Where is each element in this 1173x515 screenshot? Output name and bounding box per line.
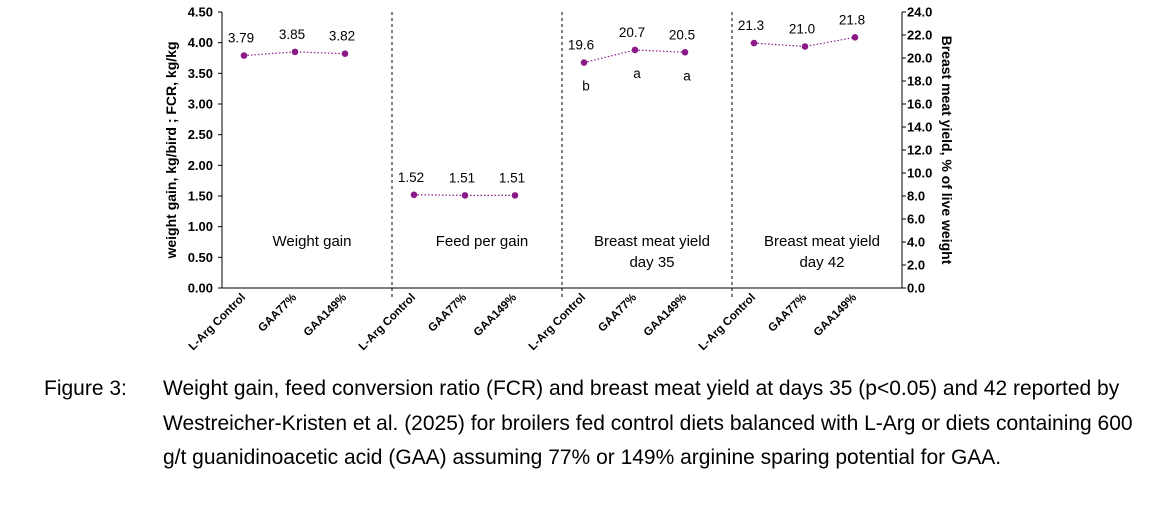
data-point (341, 50, 349, 58)
y-axis-right-title: Breast meat yield, % of live weight (939, 36, 955, 265)
y-left-tick-label: 3.50 (188, 66, 213, 81)
data-label: 21.8 (839, 12, 865, 27)
category-label: L-Arg Control (697, 292, 758, 353)
caption-label: Figure 3: (44, 377, 127, 400)
y-right-tick-label: 10.0 (907, 166, 932, 181)
category-label: L-Arg Control (187, 292, 248, 353)
y-right-tick-label: 16.0 (907, 97, 932, 112)
y-right-tick-label: 0.0 (907, 281, 925, 296)
y-left-tick-label: 3.00 (188, 97, 213, 112)
y-left-tick-label: 4.50 (188, 5, 213, 20)
data-point (580, 59, 588, 66)
y-left-tick-label: 1.00 (188, 219, 213, 234)
data-label: 21.3 (738, 18, 764, 33)
y-left-tick-label: 0.50 (188, 250, 213, 265)
data-label: 21.0 (789, 22, 815, 37)
y-left-tick-label: 2.00 (188, 158, 213, 173)
panel-title: Breast meat yield (594, 233, 710, 250)
significance-letter: b (582, 79, 590, 94)
data-label: 3.85 (279, 27, 305, 42)
series-line (413, 194, 515, 196)
data-point (681, 48, 689, 56)
category-label: GAA149% (812, 292, 859, 339)
category-label: GAA149% (302, 292, 349, 339)
data-point (851, 34, 859, 41)
data-label: 1.52 (398, 170, 424, 185)
category-label: GAA149% (642, 292, 689, 339)
y-right-tick-label: 20.0 (907, 51, 932, 66)
category-label: GAA77% (766, 292, 809, 335)
significance-letter: a (633, 66, 641, 81)
data-point (750, 39, 758, 47)
data-point (291, 48, 299, 56)
y-right-tick-label: 24.0 (907, 5, 932, 20)
y-right-tick-label: 22.0 (907, 28, 932, 43)
y-left-tick-label: 4.00 (188, 35, 213, 50)
data-label: 3.79 (228, 31, 254, 46)
y-axis-left-title: weight gain, kg/bird ; FCR, kg/kg (163, 41, 179, 259)
y-right-tick-label: 6.0 (907, 212, 925, 227)
y-left-tick-label: 0.00 (188, 281, 213, 296)
data-label: 19.6 (568, 38, 594, 53)
category-label: GAA77% (596, 292, 639, 335)
data-point (461, 192, 469, 199)
data-label: 1.51 (449, 170, 475, 185)
data-label: 3.82 (329, 29, 355, 44)
y-left-tick-label: 2.50 (188, 127, 213, 142)
panel-title: Feed per gain (436, 233, 529, 250)
data-point (410, 191, 418, 199)
data-point (511, 192, 519, 199)
series-line (243, 51, 346, 57)
y-right-tick-label: 12.0 (907, 143, 932, 158)
y-right-tick-label: 8.0 (907, 189, 925, 204)
data-label: 1.51 (499, 170, 525, 185)
panel-title: day 35 (629, 254, 674, 271)
data-label: 20.7 (619, 25, 645, 40)
panel-title: Breast meat yield (764, 233, 880, 250)
data-label: 20.5 (669, 27, 695, 42)
chart: 0.00 0.50 1.00 1.50 2.00 2.50 3.00 3.50 4.00 4.50… (163, 5, 955, 353)
panel-title: Weight gain (273, 233, 352, 250)
significance-letter: a (683, 68, 691, 83)
category-label: GAA77% (256, 292, 299, 335)
series-line (753, 36, 856, 48)
data-point (631, 46, 639, 54)
category-label: L-Arg Control (357, 292, 418, 353)
data-point (240, 52, 248, 59)
y-right-tick-label: 18.0 (907, 74, 932, 89)
category-label: GAA77% (426, 292, 469, 335)
y-right-tick-label: 2.0 (907, 258, 925, 273)
caption-text: Weight gain, feed conversion ratio (FCR)… (163, 377, 1133, 469)
category-label: L-Arg Control (527, 292, 588, 353)
y-right-tick-label: 4.0 (907, 235, 925, 250)
y-right-tick-label: 14.0 (907, 120, 932, 135)
data-point (801, 43, 809, 50)
panel-title: day 42 (799, 254, 844, 271)
y-left-tick-label: 1.50 (188, 189, 213, 204)
category-label: GAA149% (472, 292, 519, 339)
